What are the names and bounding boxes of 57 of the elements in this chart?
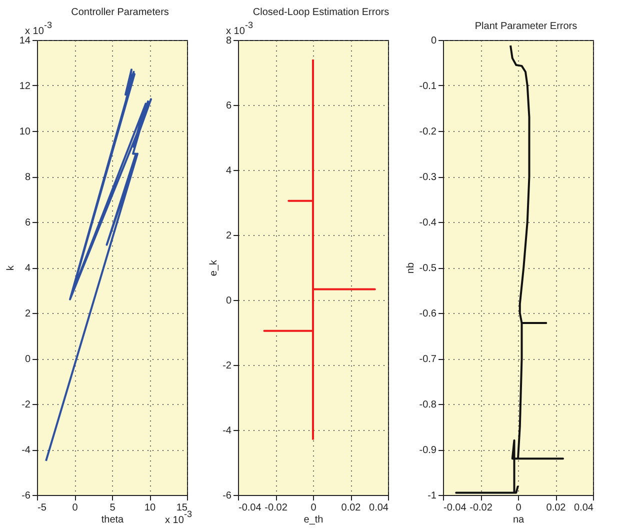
y-axis-title: nb bbox=[405, 262, 416, 274]
x-tick-label: -0.02 bbox=[264, 502, 288, 514]
y-tick-label: -0.5 bbox=[419, 263, 437, 274]
x-tick-label: 0.04 bbox=[574, 502, 594, 514]
x-tick-label: 5 bbox=[110, 502, 116, 514]
y-tick-label: 0 bbox=[24, 354, 31, 365]
y-axis-title: k bbox=[5, 264, 16, 270]
y-tick-label: -2 bbox=[222, 360, 232, 372]
y-tick-label: -0.7 bbox=[419, 354, 437, 365]
x-tick-label: -0.04 bbox=[238, 502, 262, 514]
x-axis-title: theta bbox=[101, 514, 124, 526]
y-tick-label: 6 bbox=[226, 100, 232, 112]
y-tick-label: -0.4 bbox=[419, 218, 437, 228]
y-tick-label: 4 bbox=[24, 263, 31, 274]
y-tick-label: -0.3 bbox=[419, 172, 437, 183]
y-tick-label: -0.6 bbox=[419, 308, 437, 320]
y-tick-label: 0 bbox=[430, 36, 437, 46]
y-tick-label: -4 bbox=[222, 426, 232, 436]
y-tick-label: 12 bbox=[19, 81, 31, 92]
x-tick-label: 0.02 bbox=[341, 502, 362, 514]
x-tick-label: 15 bbox=[176, 502, 188, 514]
y-tick-label: 2 bbox=[226, 230, 232, 242]
x-tick-label: 0 bbox=[310, 502, 317, 514]
x-tick-label: -5 bbox=[38, 502, 47, 514]
y-tick-label: 4 bbox=[226, 166, 232, 176]
y-tick-label: -1 bbox=[428, 490, 437, 502]
x-tick-label: 0.04 bbox=[369, 502, 389, 514]
y-tick-label: -2 bbox=[22, 400, 31, 410]
line-series bbox=[45, 68, 152, 462]
x-tick-label: 0.02 bbox=[546, 502, 566, 514]
y-tick-label: 14 bbox=[19, 36, 31, 46]
x-tick-label: 0 bbox=[516, 502, 522, 514]
line-series bbox=[263, 58, 376, 441]
x-tick-label: 0 bbox=[72, 502, 78, 514]
y-tick-label: -0.8 bbox=[419, 400, 437, 410]
x-tick-label: 10 bbox=[144, 502, 156, 514]
y-tick-label: -4 bbox=[22, 445, 31, 456]
x-axis-title: na bbox=[512, 514, 524, 526]
y-tick-label: 6 bbox=[24, 218, 31, 228]
y-tick-label: 2 bbox=[24, 308, 31, 320]
y-tick-label: -0.2 bbox=[419, 126, 437, 138]
x-tick-label: -0.04 bbox=[444, 502, 467, 514]
y-tick-label: -6 bbox=[222, 490, 232, 502]
y-tick-label: 10 bbox=[19, 126, 31, 138]
y-tick-label: 8 bbox=[24, 172, 31, 183]
chart-title: Plant Parameter Errors bbox=[474, 21, 578, 32]
y-tick-label: 0 bbox=[226, 296, 232, 306]
chart-title: Controller Parameters bbox=[71, 7, 169, 18]
y-tick-label: -0.1 bbox=[419, 81, 437, 92]
x-tick-label: -0.02 bbox=[470, 502, 493, 514]
y-axis-title: e_k bbox=[208, 258, 220, 276]
line-series bbox=[455, 44, 564, 494]
y-tick-label: -0.9 bbox=[419, 445, 437, 456]
chart-title: Closed-Loop Estimation Errors bbox=[252, 7, 390, 18]
x-axis-title: e_th bbox=[304, 514, 324, 526]
y-tick-label: 8 bbox=[226, 36, 232, 46]
y-tick-label: -6 bbox=[22, 490, 31, 502]
